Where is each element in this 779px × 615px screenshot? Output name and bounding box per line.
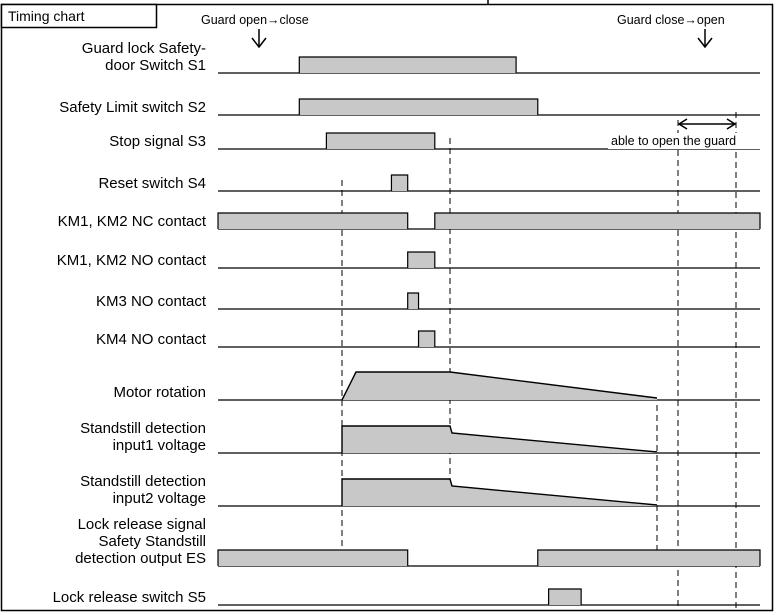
annotation-open-to-close: Guard open→close — [201, 13, 309, 27]
signal-label: KM1, KM2 NO contact — [57, 252, 207, 269]
signal-high-segment — [299, 57, 517, 73]
signal-label: KM1, KM2 NC contact — [58, 213, 207, 230]
signal-high-segment — [537, 550, 760, 566]
signal-label: Safety Standstill — [98, 533, 206, 550]
signal-high-segment — [407, 252, 435, 268]
signal-high-segment — [407, 293, 419, 309]
signal-rows: Guard lock Safety-door Switch S1 Safety L… — [53, 40, 761, 606]
signal-label: Stop signal S3 — [109, 133, 206, 150]
annotation-close-to-open: Guard close→open — [617, 13, 725, 27]
signal-label: Lock release switch S5 — [53, 589, 206, 606]
signal-label: input2 voltage — [113, 490, 206, 507]
title-box — [0, 3, 158, 29]
annotation-able-to-open: able to open the guard — [611, 134, 736, 148]
signal-high-outline — [298, 98, 539, 115]
signal-high-outline — [298, 56, 517, 73]
chart-frame — [0, 3, 774, 612]
signal-label: Reset switch S4 — [98, 175, 206, 192]
signal-label: Standstill detection — [80, 473, 206, 490]
signal-high-segment — [326, 133, 435, 149]
signal-high-segment — [548, 589, 582, 605]
signal-label: KM4 NO contact — [96, 331, 207, 348]
signal-high-outline — [217, 549, 409, 566]
signal-label: Standstill detection — [80, 420, 206, 437]
signal-label: Lock release signal — [78, 516, 206, 533]
voltage-decay-outline — [341, 425, 658, 453]
able-to-open-label-bg — [608, 133, 768, 149]
signal-high-outline — [217, 212, 409, 229]
chart-title: Timing chart — [8, 8, 85, 24]
signal-high-outline — [325, 132, 436, 149]
signal-high-outline — [407, 292, 420, 309]
signal-high-segment — [218, 550, 408, 566]
signal-high-segment — [434, 213, 760, 229]
signal-label: detection output ES — [75, 550, 206, 567]
signal-label: input1 voltage — [113, 437, 206, 454]
voltage-decay-area — [342, 479, 657, 506]
signal-high-segment — [418, 331, 435, 347]
signal-high-segment — [391, 175, 408, 191]
signal-label: KM3 NO contact — [96, 293, 207, 310]
signal-high-outline — [537, 549, 761, 566]
down-arrow-icon-open — [251, 29, 267, 49]
signal-high-outline — [407, 251, 436, 268]
signal-high-outline — [434, 212, 761, 229]
voltage-decay-area — [342, 426, 657, 453]
signal-label: Motor rotation — [113, 384, 206, 401]
signal-high-outline — [417, 330, 436, 347]
signal-label: door Switch S1 — [105, 57, 206, 74]
motor-rotation-area — [342, 372, 657, 400]
voltage-decay-outline — [341, 478, 658, 506]
signal-high-segment — [218, 213, 408, 229]
signal-high-outline — [548, 588, 582, 605]
signal-label: Guard lock Safety- — [82, 40, 206, 57]
signal-high-outline — [390, 174, 409, 191]
signal-high-segment — [299, 99, 538, 115]
able-to-open-range-arrow — [677, 118, 737, 130]
down-arrow-icon-close — [697, 29, 713, 49]
signal-label: Safety Limit switch S2 — [59, 99, 206, 116]
motor-rotation-outline — [341, 371, 658, 401]
